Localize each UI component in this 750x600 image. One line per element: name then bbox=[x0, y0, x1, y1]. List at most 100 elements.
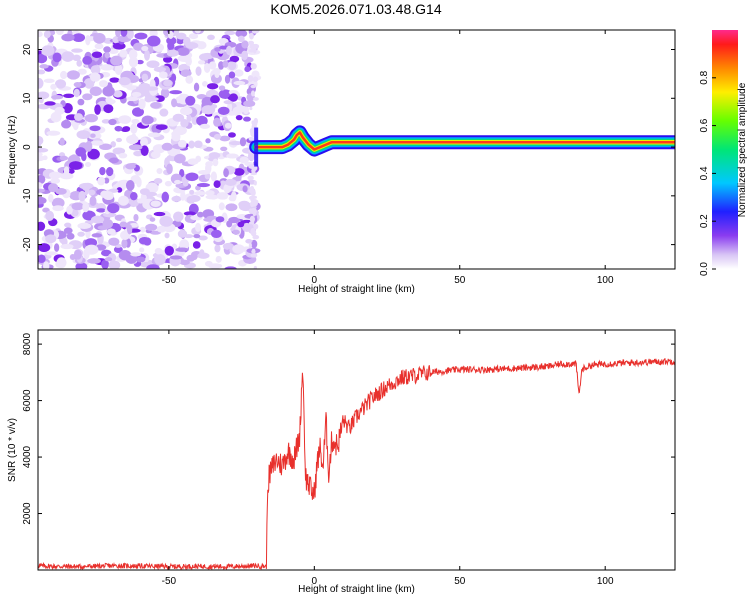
noise-blob bbox=[251, 168, 256, 174]
noise-blob bbox=[100, 64, 114, 71]
noise-blob bbox=[159, 215, 173, 227]
noise-blob bbox=[128, 56, 139, 68]
noise-blob bbox=[144, 86, 159, 91]
noise-blob bbox=[60, 70, 68, 80]
spectrogram-y-tick-label: -10 bbox=[22, 188, 33, 203]
noise-blob bbox=[196, 211, 204, 218]
noise-blob bbox=[171, 132, 181, 142]
noise-blob bbox=[178, 139, 187, 148]
noise-blob bbox=[153, 211, 166, 217]
noise-blob bbox=[38, 136, 42, 147]
noise-blob bbox=[253, 97, 259, 101]
noise-blob bbox=[109, 77, 120, 83]
noise-blob bbox=[250, 63, 257, 70]
noise-blob bbox=[166, 36, 177, 45]
snr-x-axis-label: Height of straight line (km) bbox=[298, 584, 415, 595]
noise-blob bbox=[82, 55, 93, 65]
noise-blob bbox=[38, 95, 44, 104]
noise-blob bbox=[232, 244, 245, 254]
noise-blob bbox=[228, 132, 236, 138]
noise-blob bbox=[85, 35, 91, 46]
noise-blob bbox=[51, 95, 64, 100]
noise-blob bbox=[182, 180, 189, 187]
colorbar: 0.0 0.2 0.4 0.6 0.8 Normalized spectral ampl… bbox=[699, 30, 748, 276]
noise-blob bbox=[88, 189, 96, 196]
noise-blob bbox=[136, 177, 142, 188]
noise-blob bbox=[96, 208, 107, 213]
noise-blob bbox=[54, 243, 60, 252]
noise-blob bbox=[248, 164, 255, 169]
noise-blob bbox=[61, 51, 75, 62]
noise-blob bbox=[102, 85, 115, 97]
noise-blob bbox=[179, 259, 190, 266]
noise-blob bbox=[247, 75, 254, 82]
noise-blob bbox=[63, 166, 70, 176]
noise-blob bbox=[45, 234, 57, 244]
noise-blob bbox=[249, 201, 255, 207]
noise-blob bbox=[208, 61, 217, 70]
noise-blob bbox=[144, 95, 153, 103]
noise-blob bbox=[38, 182, 43, 189]
noise-blob bbox=[217, 106, 230, 115]
noise-blob bbox=[45, 251, 58, 256]
noise-blob bbox=[150, 200, 161, 207]
snr-y-tick-label: 2000 bbox=[22, 502, 33, 525]
noise-blob bbox=[251, 249, 256, 254]
spectrogram-y-tick-label: 0 bbox=[22, 144, 33, 150]
snr-x-tick-label: 50 bbox=[454, 576, 466, 587]
noise-blob bbox=[188, 33, 199, 40]
noise-blob bbox=[218, 61, 225, 70]
noise-blob bbox=[223, 100, 234, 105]
spectrogram-y-tick-label: -20 bbox=[22, 237, 33, 252]
noise-blob bbox=[113, 246, 123, 254]
noise-blob bbox=[91, 51, 103, 58]
noise-blob bbox=[194, 30, 201, 34]
noise-blob bbox=[126, 30, 134, 40]
noise-blob bbox=[131, 119, 140, 124]
noise-blob bbox=[249, 106, 253, 111]
noise-blob bbox=[82, 93, 93, 101]
noise-blob bbox=[45, 210, 55, 221]
snr-x-ticks: -50 0 50 100 bbox=[162, 330, 614, 587]
noise-blob bbox=[185, 172, 199, 182]
noise-blob bbox=[216, 192, 229, 199]
noise-blob bbox=[77, 231, 85, 237]
noise-blob bbox=[75, 147, 87, 157]
noise-blob bbox=[179, 239, 190, 251]
noise-blob bbox=[108, 260, 121, 269]
noise-blob bbox=[234, 69, 244, 77]
noise-blob bbox=[150, 102, 162, 109]
noise-blob bbox=[205, 138, 211, 144]
noise-blob bbox=[251, 90, 255, 97]
noise-blob bbox=[38, 196, 47, 205]
noise-blob bbox=[155, 124, 168, 131]
noise-blob bbox=[228, 89, 239, 96]
noise-blob bbox=[38, 147, 49, 153]
noise-blob bbox=[213, 180, 221, 188]
noise-blob bbox=[103, 46, 111, 53]
noise-blob bbox=[249, 32, 254, 40]
snr-panel: -50 0 50 100 2000 4000 6000 8000 Height of str… bbox=[7, 329, 676, 595]
spectrogram-x-tick-label: 100 bbox=[597, 275, 614, 286]
noise-blob bbox=[194, 191, 206, 196]
noise-blob bbox=[189, 189, 195, 195]
noise-blob bbox=[166, 49, 179, 57]
noise-blob bbox=[71, 202, 84, 211]
noise-blob bbox=[131, 107, 144, 117]
noise-blob bbox=[252, 76, 259, 82]
noise-blob bbox=[213, 117, 221, 127]
noise-blob bbox=[98, 80, 108, 88]
noise-blob bbox=[153, 177, 163, 184]
noise-blob bbox=[50, 83, 57, 90]
ridge-band-core bbox=[254, 131, 675, 151]
noise-blob bbox=[214, 68, 220, 79]
noise-blob bbox=[64, 222, 72, 228]
noise-blob bbox=[247, 40, 255, 45]
noise-blob bbox=[119, 49, 128, 58]
noise-blob bbox=[89, 125, 101, 132]
noise-blob bbox=[224, 30, 236, 36]
noise-blob bbox=[114, 125, 123, 132]
noise-blob bbox=[188, 140, 195, 149]
noise-blob bbox=[197, 60, 206, 65]
noise-blob bbox=[73, 249, 82, 260]
